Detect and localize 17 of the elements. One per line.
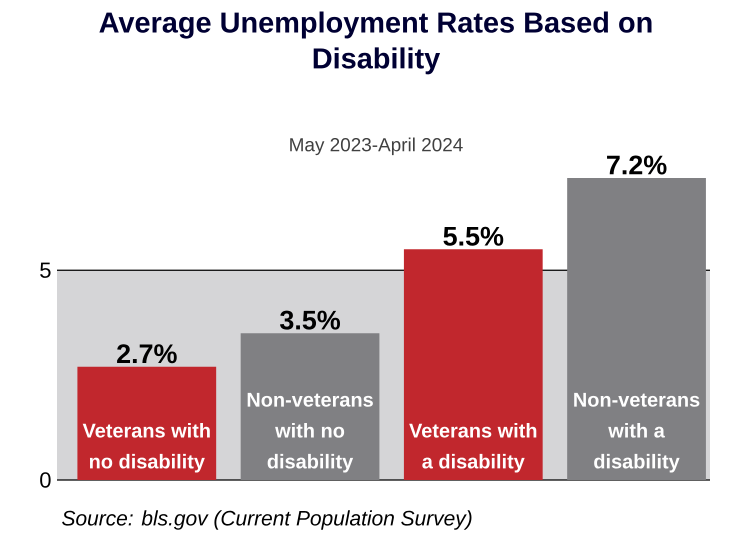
source-note: Source: bls.gov (Current Population Survey) (62, 510, 472, 530)
data-label: 7.2% (607, 155, 666, 174)
data-label: 3.5% (280, 310, 340, 330)
x-tick-label: Non-veterans with no disability (248, 392, 373, 472)
x-tick-label: Veterans with a disability (409, 423, 536, 472)
x-tick-label: Veterans with no disability (82, 423, 210, 472)
y-tick-label: 5 (40, 262, 51, 278)
data-label: 5.5% (443, 226, 504, 246)
y-tick-label: 0 (40, 472, 51, 488)
bar (77, 366, 216, 480)
chart-title: Average Unemployment Rates Based on Disability (99, 12, 652, 74)
bar (567, 178, 706, 480)
bar (404, 249, 543, 480)
data-label: 2.7% (117, 344, 177, 364)
bar (240, 333, 380, 480)
chart-subtitle: May 2023-April 2024 (290, 138, 463, 156)
x-tick-label: Non-veterans with a disability (574, 392, 700, 472)
